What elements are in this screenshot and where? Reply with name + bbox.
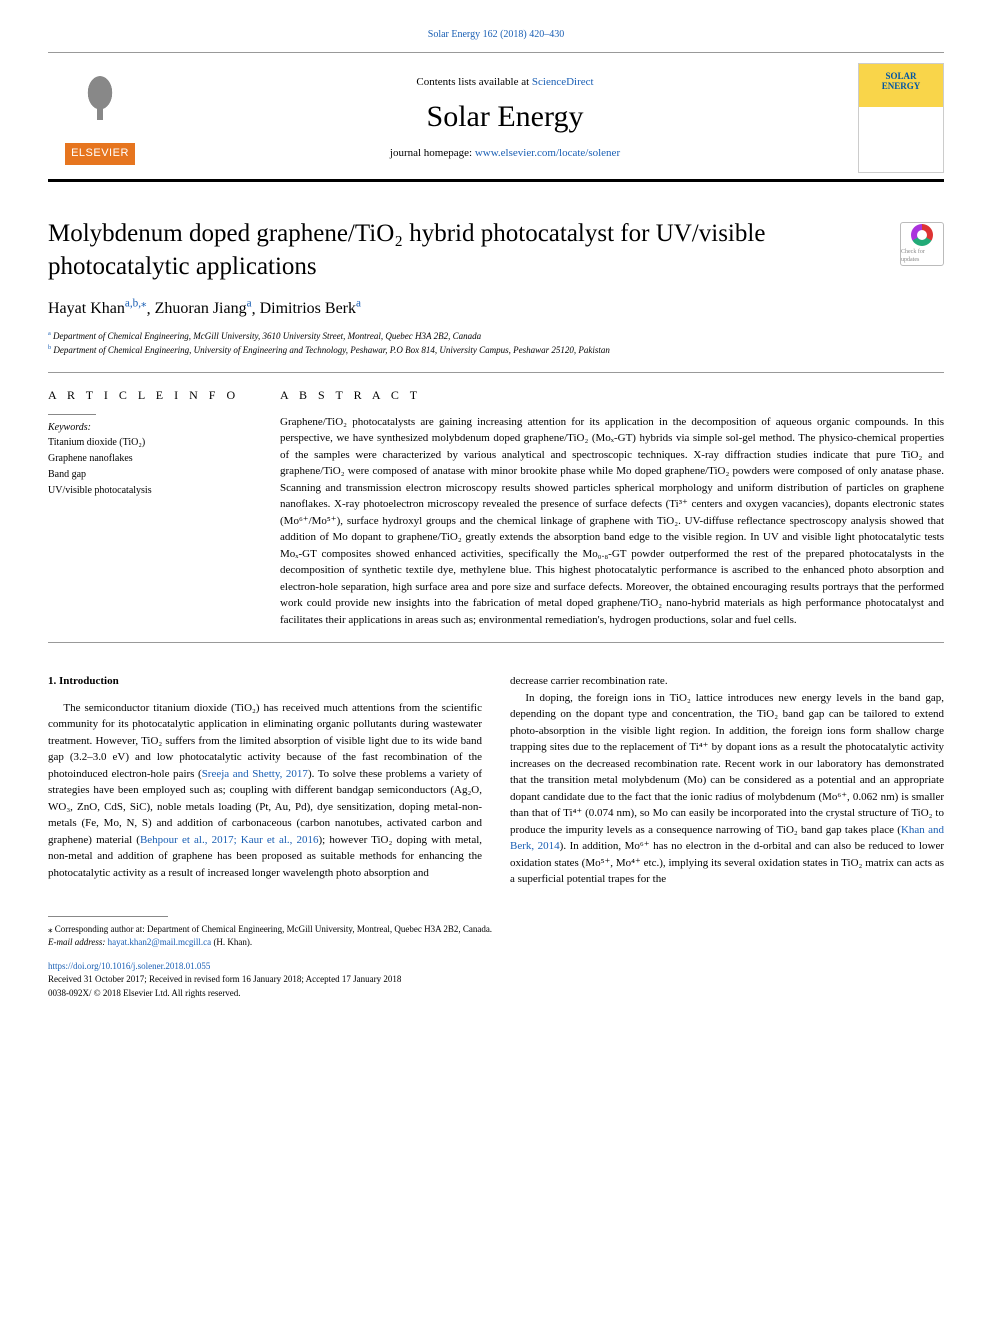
keywords-divider (48, 414, 96, 415)
keywords-list: Titanium dioxide (TiO₂) Graphene nanofla… (48, 435, 248, 499)
article-title: Molybdenum doped graphene/TiO₂ hybrid ph… (48, 218, 888, 283)
received-line: Received 31 October 2017; Received in re… (48, 973, 944, 987)
author: Hayat Khana,b,⁎ (48, 300, 147, 317)
affil-sup: a (48, 330, 51, 337)
author-affil-sup[interactable]: a (247, 298, 252, 310)
corresponding-author-note: ⁎ Corresponding author at: Department of… (48, 923, 944, 937)
homepage-link[interactable]: www.elsevier.com/locate/solener (475, 147, 620, 159)
keyword: Band gap (48, 467, 248, 483)
affiliation: b Department of Chemical Engineering, Un… (48, 343, 944, 358)
body-columns: 1. Introduction The semiconductor titani… (48, 673, 944, 888)
cover-line2: ENERGY (882, 81, 921, 91)
keyword: Graphene nanoflakes (48, 451, 248, 467)
crossmark-icon (911, 224, 933, 246)
check-for-updates-badge[interactable]: Check for updates (900, 222, 944, 266)
cover-line1: SOLAR (885, 71, 916, 81)
affiliation: a Department of Chemical Engineering, Mc… (48, 329, 944, 344)
divider (48, 642, 944, 643)
abstract-head: A B S T R A C T (280, 387, 944, 404)
keywords-label: Keywords: (48, 421, 248, 435)
doi-link[interactable]: https://doi.org/10.1016/j.solener.2018.0… (48, 961, 210, 971)
journal-header: ELSEVIER Contents lists available at Sci… (48, 52, 944, 182)
affil-sup: b (48, 344, 51, 351)
citation-link[interactable]: Sreeja and Shetty, 2017 (202, 768, 308, 780)
doi-block: https://doi.org/10.1016/j.solener.2018.0… (48, 960, 944, 1001)
elsevier-tree-icon (69, 71, 131, 139)
contents-prefix: Contents lists available at (416, 76, 531, 88)
running-head: Solar Energy 162 (2018) 420–430 (48, 28, 944, 42)
divider (48, 372, 944, 373)
journal-title: Solar Energy (152, 96, 858, 138)
copyright-line: 0038-092X/ © 2018 Elsevier Ltd. All righ… (48, 987, 944, 1001)
body-paragraph: In doping, the foreign ions in TiO₂ latt… (510, 690, 944, 888)
elsevier-logo: ELSEVIER (48, 71, 152, 164)
article-info-head: A R T I C L E I N F O (48, 387, 248, 404)
footnote-separator (48, 916, 168, 917)
body-col-left: 1. Introduction The semiconductor titani… (48, 673, 482, 888)
author-affil-sup[interactable]: a,b,⁎ (125, 298, 147, 310)
footnotes: ⁎ Corresponding author at: Department of… (48, 923, 944, 950)
introduction-head: 1. Introduction (48, 673, 482, 690)
body-paragraph-continuation: decrease carrier recombination rate. (510, 673, 944, 690)
running-head-link[interactable]: Solar Energy 162 (2018) 420–430 (428, 29, 564, 40)
journal-cover-thumb: SOLAR ENERGY (858, 63, 944, 173)
check-updates-label: Check for updates (901, 248, 943, 265)
body-col-right: decrease carrier recombination rate. In … (510, 673, 944, 888)
author: Zhuoran Jianga (155, 300, 252, 317)
keyword: Titanium dioxide (TiO₂) (48, 435, 248, 451)
corresponding-email-link[interactable]: hayat.khan2@mail.mcgill.ca (108, 937, 212, 947)
keyword: UV/visible photocatalysis (48, 483, 248, 499)
affiliations: a Department of Chemical Engineering, Mc… (48, 329, 944, 358)
email-line: E-mail address: hayat.khan2@mail.mcgill.… (48, 936, 944, 950)
homepage-prefix: journal homepage: (390, 147, 475, 159)
sciencedirect-link[interactable]: ScienceDirect (532, 76, 594, 88)
contents-line: Contents lists available at ScienceDirec… (152, 75, 858, 90)
author-list: Hayat Khana,b,⁎, Zhuoran Jianga, Dimitri… (48, 297, 944, 321)
citation-link[interactable]: Behpour et al., 2017; Kaur et al., 2016 (140, 834, 319, 846)
author-affil-sup[interactable]: a (356, 298, 361, 310)
email-label: E-mail address: (48, 937, 108, 947)
email-suffix: (H. Khan). (211, 937, 252, 947)
author: Dimitrios Berka (260, 300, 361, 317)
body-paragraph: The semiconductor titanium dioxide (TiO₂… (48, 700, 482, 882)
abstract-text: Graphene/TiO₂ photocatalysts are gaining… (280, 414, 944, 629)
homepage-line: journal homepage: www.elsevier.com/locat… (152, 146, 858, 161)
elsevier-wordmark: ELSEVIER (65, 143, 135, 164)
